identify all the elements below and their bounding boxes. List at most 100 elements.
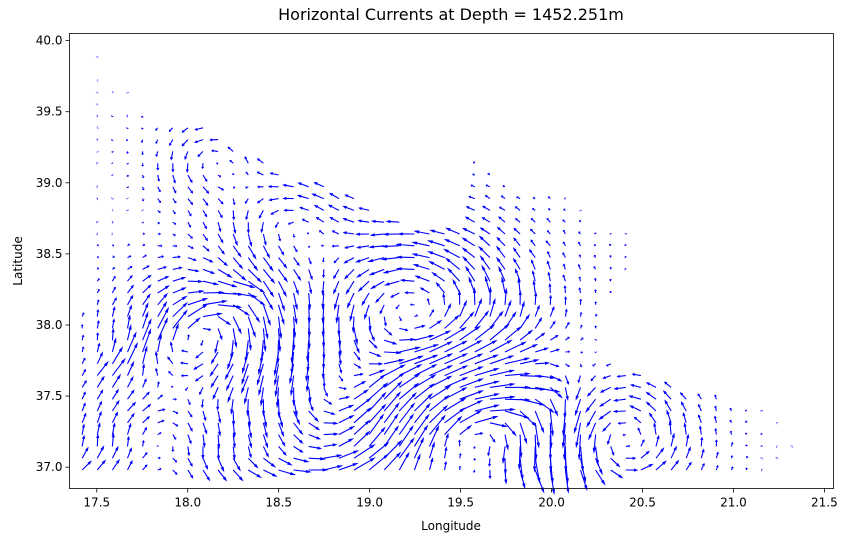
quiver-arrow xyxy=(461,247,476,259)
quiver-arrow xyxy=(549,294,553,305)
quiver-arrow xyxy=(262,245,271,259)
quiver-arrow xyxy=(96,422,101,435)
quiver-arrow xyxy=(231,410,236,427)
quiver-arrow xyxy=(602,422,612,433)
quiver-arrow xyxy=(338,462,359,471)
x-tick-label: 19.5 xyxy=(447,496,474,510)
quiver-arrow xyxy=(640,463,654,471)
quiver-arrow xyxy=(579,312,583,317)
quiver-arrow xyxy=(81,368,87,376)
quiver-arrow xyxy=(263,457,277,468)
quiver-arrow xyxy=(142,243,146,247)
quiver-arrow xyxy=(550,334,559,341)
quiver-arrow xyxy=(645,391,657,400)
quiver-arrow xyxy=(384,359,405,365)
quiver-arrow xyxy=(322,351,326,371)
quiver-arrow xyxy=(308,434,322,440)
quiver-arrow xyxy=(323,398,333,405)
quiver-arrow xyxy=(209,363,219,377)
quiver-arrow xyxy=(357,219,370,223)
quiver-arrow xyxy=(111,306,116,317)
quiver-arrow xyxy=(414,354,439,365)
quiver-arrow xyxy=(308,257,312,265)
quiver-arrow xyxy=(278,245,285,256)
quiver-arrow xyxy=(200,340,204,346)
quiver-arrow xyxy=(565,336,570,341)
quiver-arrow xyxy=(194,127,204,131)
quiver-arrow xyxy=(489,395,516,400)
quiver-arrow xyxy=(126,138,129,142)
quiver-arrow xyxy=(261,399,266,417)
quiver-arrow xyxy=(663,381,672,388)
quiver-arrow xyxy=(459,400,484,412)
quiver-arrow xyxy=(142,378,147,388)
quiver-arrow xyxy=(519,434,523,459)
quiver-arrow xyxy=(232,257,244,270)
quiver-arrow xyxy=(444,257,461,270)
quiver-arrow xyxy=(685,446,691,459)
quiver-arrow xyxy=(157,209,161,214)
quiver-arrow xyxy=(127,412,135,424)
quiver-arrow xyxy=(580,337,584,341)
quiver-arrow xyxy=(172,422,179,427)
quiver-arrow xyxy=(202,210,208,218)
quiver-arrow xyxy=(759,432,764,435)
quiver-arrow xyxy=(247,304,261,324)
quiver-arrow xyxy=(305,363,310,383)
quiver-arrow xyxy=(353,406,372,424)
quiver-arrow xyxy=(549,398,559,417)
quiver-arrow xyxy=(549,306,555,317)
quiver-arrow xyxy=(187,316,201,329)
quiver-arrow xyxy=(399,363,423,377)
quiver-arrow xyxy=(216,161,219,165)
quiver-arrow xyxy=(256,171,264,176)
quiver-arrow xyxy=(290,351,295,375)
quiver-arrow xyxy=(96,299,100,305)
quiver-arrow xyxy=(172,397,177,401)
quiver-arrow xyxy=(624,244,628,247)
quiver-arrow xyxy=(368,369,386,377)
quiver-arrow xyxy=(81,412,87,423)
quiver-arrow xyxy=(513,227,521,235)
quiver-arrow xyxy=(459,424,473,436)
quiver-arrow xyxy=(593,254,597,258)
quiver-arrow xyxy=(187,446,191,457)
quiver-arrow xyxy=(127,401,137,412)
quiver-arrow xyxy=(549,320,556,329)
quiver-arrow xyxy=(172,198,177,204)
quiver-arrow xyxy=(187,398,191,406)
quiver-arrow xyxy=(202,268,216,274)
quiver-arrow xyxy=(262,257,274,272)
quiver-arrow xyxy=(429,229,445,235)
quiver-arrow xyxy=(140,139,144,143)
quiver-arrow xyxy=(172,457,178,463)
quiver-arrow xyxy=(384,339,398,345)
quiver-arrow xyxy=(504,469,508,485)
quiver-arrow xyxy=(232,304,251,317)
quiver-arrow xyxy=(187,434,192,445)
quiver-arrow xyxy=(167,356,174,365)
quiver-arrow xyxy=(322,340,326,361)
quiver-arrow xyxy=(111,399,120,412)
quiver-arrow xyxy=(586,410,597,428)
quiver-arrow xyxy=(218,304,243,309)
quiver-arrow xyxy=(217,434,221,450)
quiver-arrow xyxy=(111,286,116,294)
quiver-arrow xyxy=(595,469,606,486)
quiver-arrow xyxy=(410,303,415,307)
quiver-arrow xyxy=(713,394,717,400)
quiver-arrow xyxy=(396,232,415,236)
quiver-arrow xyxy=(96,445,105,459)
quiver-arrow xyxy=(202,457,209,470)
quiver-arrow xyxy=(428,260,445,270)
quiver-arrow xyxy=(202,221,207,230)
quiver-arrow xyxy=(315,216,325,223)
quiver-arrow xyxy=(212,387,219,400)
quiver-arrow xyxy=(548,208,551,211)
quiver-arrow xyxy=(247,292,266,306)
quiver-arrow xyxy=(81,346,85,353)
quiver-arrow xyxy=(730,466,734,471)
quiver-arrow xyxy=(715,451,720,459)
quiver-arrow xyxy=(504,372,531,377)
quiver-arrow xyxy=(247,410,252,428)
